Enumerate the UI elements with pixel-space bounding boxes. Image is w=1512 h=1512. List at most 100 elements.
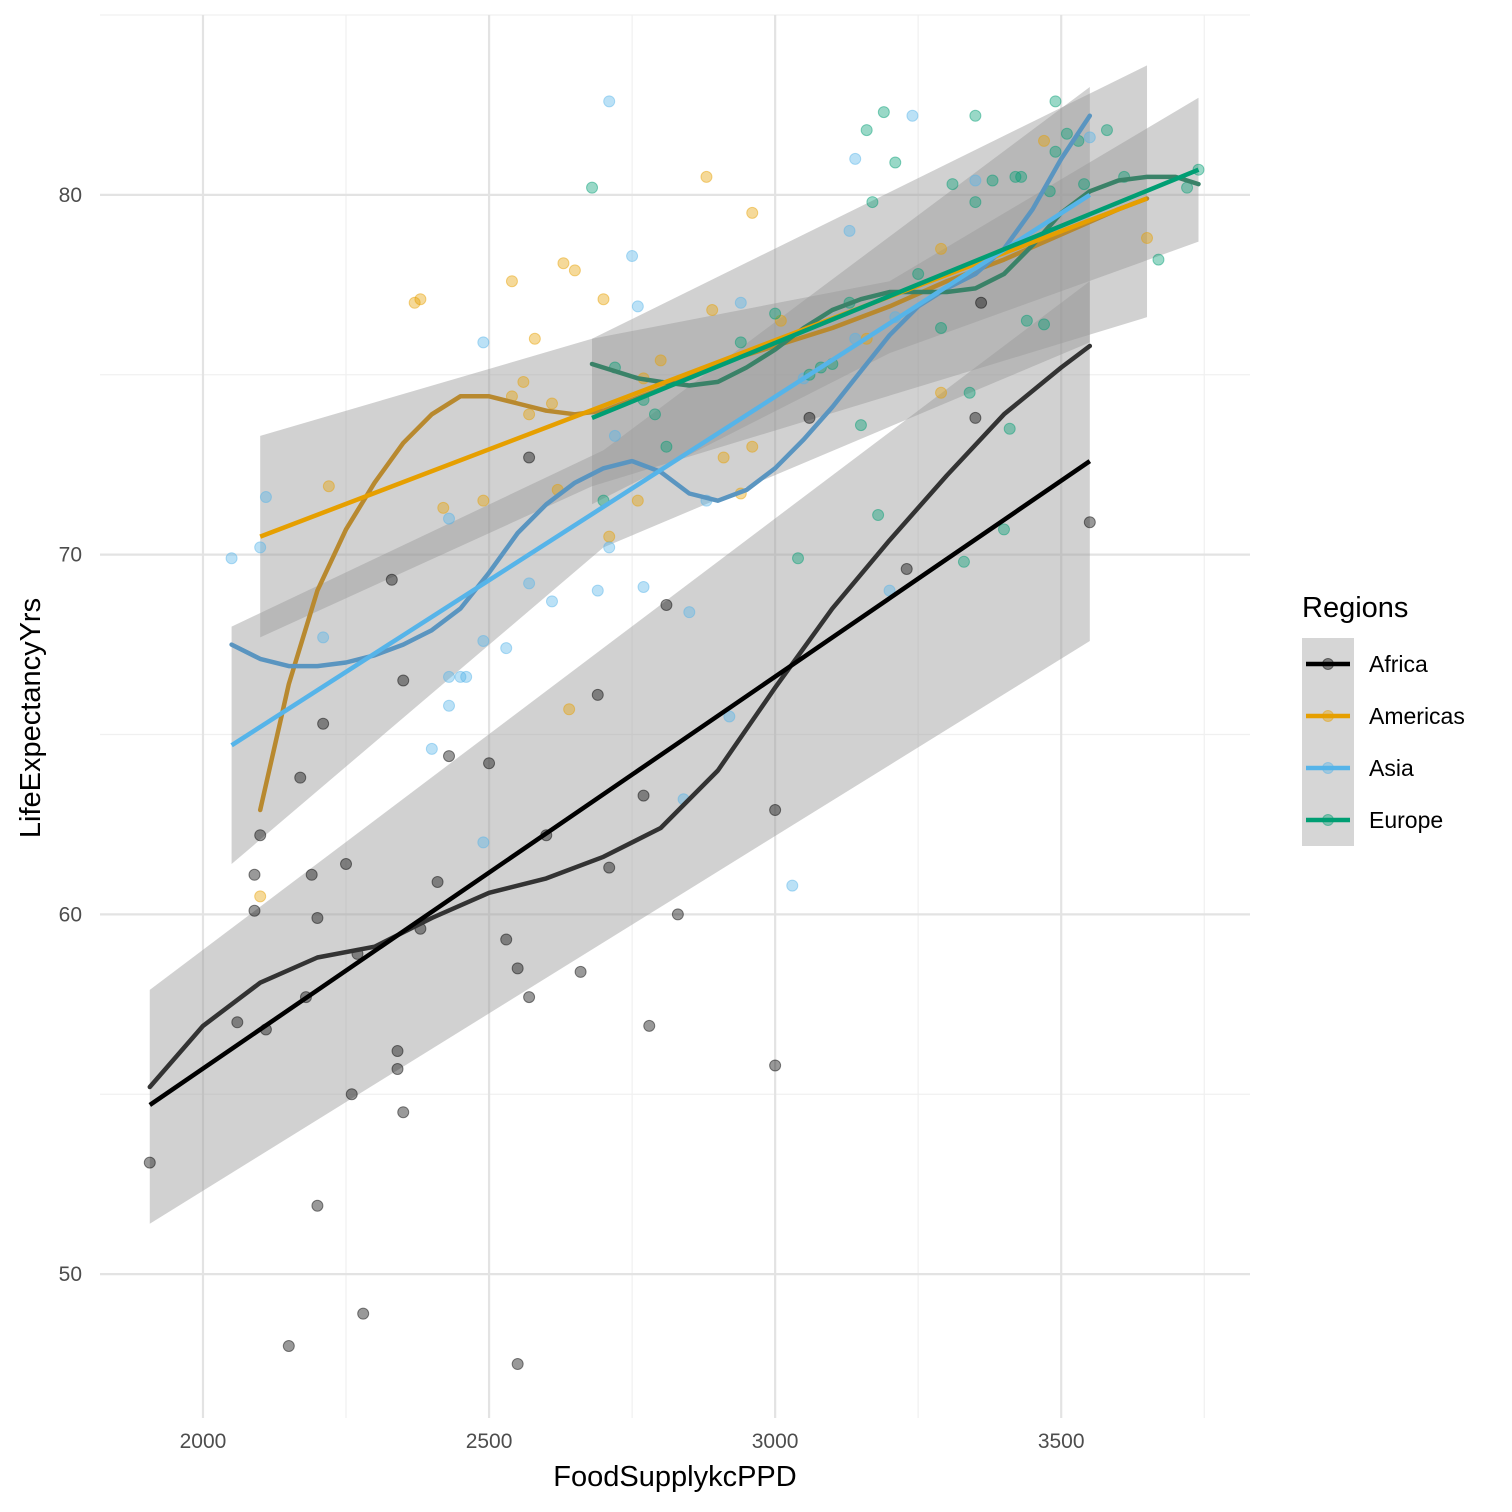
point-americas	[774, 314, 787, 327]
legend-point-americas	[1322, 710, 1334, 722]
point-asia	[454, 670, 467, 683]
point-asia	[259, 491, 272, 504]
point-europe	[792, 552, 805, 565]
legend-key-background	[1302, 638, 1354, 846]
point-africa	[769, 804, 782, 817]
point-asia	[443, 512, 456, 525]
point-asia	[734, 296, 747, 309]
point-africa	[483, 757, 496, 770]
point-europe	[1078, 178, 1091, 191]
point-africa	[975, 296, 988, 309]
point-americas	[477, 494, 490, 507]
point-europe	[1100, 124, 1113, 137]
legend-label-asia: Asia	[1369, 755, 1414, 781]
point-europe	[860, 124, 873, 137]
point-americas	[700, 170, 713, 183]
point-europe	[946, 178, 959, 191]
point-asia	[477, 336, 490, 349]
legend-title: Regions	[1302, 592, 1408, 624]
fit-lines	[147, 113, 1201, 1107]
point-americas	[414, 293, 427, 306]
point-africa	[143, 1156, 156, 1169]
point-africa	[282, 1340, 295, 1353]
point-europe	[586, 181, 599, 194]
point-africa	[248, 868, 261, 881]
point-asia	[477, 634, 490, 647]
point-asia	[1083, 131, 1096, 144]
point-europe	[912, 268, 925, 281]
point-americas	[557, 257, 570, 270]
point-europe	[986, 174, 999, 187]
point-africa	[500, 933, 513, 946]
point-africa	[769, 1059, 782, 1072]
y-tick-label: 80	[59, 184, 82, 207]
point-asia	[631, 300, 644, 313]
point-africa	[311, 1199, 324, 1212]
y-tick-label: 60	[59, 903, 82, 926]
point-americas	[528, 332, 541, 345]
legend-point-europe	[1322, 814, 1334, 826]
point-americas	[545, 397, 558, 410]
point-asia	[637, 580, 650, 593]
point-africa	[660, 598, 673, 611]
point-asia	[591, 584, 604, 597]
point-africa	[637, 789, 650, 802]
point-asia	[843, 224, 856, 237]
point-americas	[563, 703, 576, 716]
point-americas	[1038, 134, 1051, 147]
point-europe	[1152, 253, 1165, 266]
y-axis-title: LifeExpectancyYrs	[15, 598, 47, 838]
point-africa	[254, 829, 267, 842]
point-asia	[683, 606, 696, 619]
point-europe	[877, 106, 890, 119]
point-europe	[1049, 95, 1062, 108]
point-europe	[935, 321, 948, 334]
point-americas	[517, 375, 530, 388]
point-europe	[866, 196, 879, 209]
point-asia	[603, 541, 616, 554]
point-europe	[1038, 318, 1051, 331]
point-europe	[1003, 422, 1016, 435]
legend-label-africa: Africa	[1369, 651, 1428, 677]
point-asia	[523, 577, 536, 590]
point-asia	[786, 879, 799, 892]
point-africa	[397, 1106, 410, 1119]
point-americas	[746, 206, 759, 219]
point-africa	[305, 868, 318, 881]
point-europe	[769, 307, 782, 320]
point-africa	[523, 451, 536, 464]
point-europe	[1060, 127, 1073, 140]
point-africa	[397, 674, 410, 687]
confidence-band-americas	[260, 65, 1148, 638]
grid	[100, 14, 1250, 1418]
point-africa	[591, 688, 604, 701]
point-africa	[248, 904, 261, 917]
point-europe	[854, 419, 867, 432]
point-americas	[603, 530, 616, 543]
point-africa	[294, 771, 307, 784]
point-europe	[889, 156, 902, 169]
point-asia	[317, 631, 330, 644]
legend-entries: Africa Americas Asia Europe	[1306, 651, 1465, 833]
point-europe	[1020, 314, 1033, 327]
point-africa	[391, 1045, 404, 1058]
point-europe	[969, 196, 982, 209]
point-asia	[906, 109, 919, 122]
confidence-band-asia	[231, 86, 1090, 864]
point-africa	[603, 861, 616, 874]
point-africa	[900, 563, 913, 576]
point-asia	[626, 250, 639, 263]
point-africa	[511, 962, 524, 975]
point-americas	[717, 451, 730, 464]
point-africa	[443, 750, 456, 763]
point-americas	[505, 275, 518, 288]
point-asia	[500, 642, 513, 655]
point-africa	[969, 411, 982, 424]
point-africa	[231, 1016, 244, 1029]
point-asia	[425, 742, 438, 755]
point-americas	[568, 264, 581, 277]
point-americas	[437, 501, 450, 514]
smooth-line-africa	[147, 343, 1093, 1090]
point-europe	[957, 555, 970, 568]
point-europe	[1009, 170, 1022, 183]
